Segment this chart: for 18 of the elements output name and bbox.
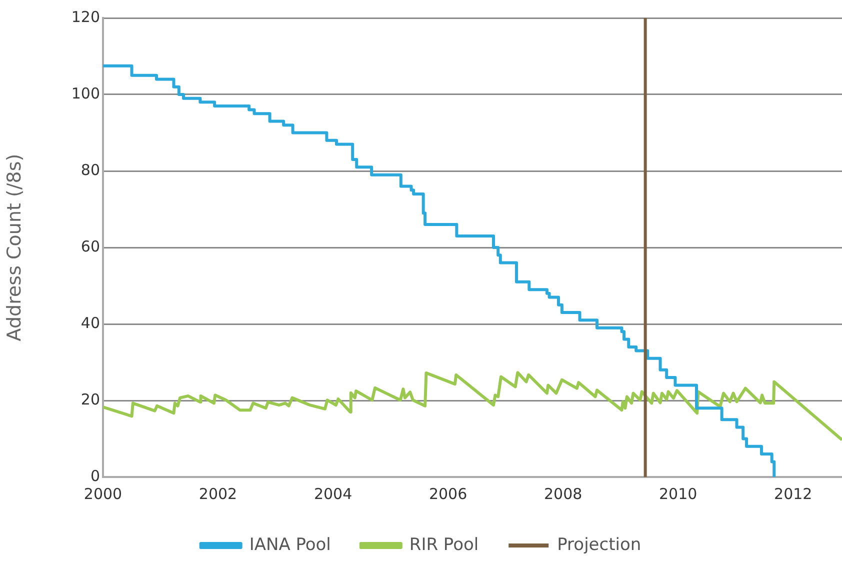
x-tick-label: 2006 <box>428 484 468 503</box>
y-tick-label: 80 <box>80 160 100 179</box>
x-tick-label: 2000 <box>84 484 122 503</box>
x-tick-label: 2004 <box>314 484 352 503</box>
y-tick-label: 60 <box>80 237 100 256</box>
legend-label: RIR Pool <box>409 534 479 555</box>
x-tick-label: 2008 <box>544 484 582 503</box>
x-tick-label: 2002 <box>198 484 238 503</box>
x-tick-label: 2012 <box>774 484 812 503</box>
y-tick-label: 120 <box>71 8 100 26</box>
y-tick-label: 100 <box>71 84 100 102</box>
legend-label: Projection <box>557 534 642 555</box>
y-axis-title: Address Count (/8s) <box>3 154 26 342</box>
y-tick-label: 40 <box>80 314 100 332</box>
x-tick-label: 2010 <box>659 484 698 503</box>
y-tick-label: 20 <box>80 390 100 408</box>
legend-label: IANA Pool <box>249 534 331 555</box>
y-tick-label: 0 <box>90 466 100 485</box>
